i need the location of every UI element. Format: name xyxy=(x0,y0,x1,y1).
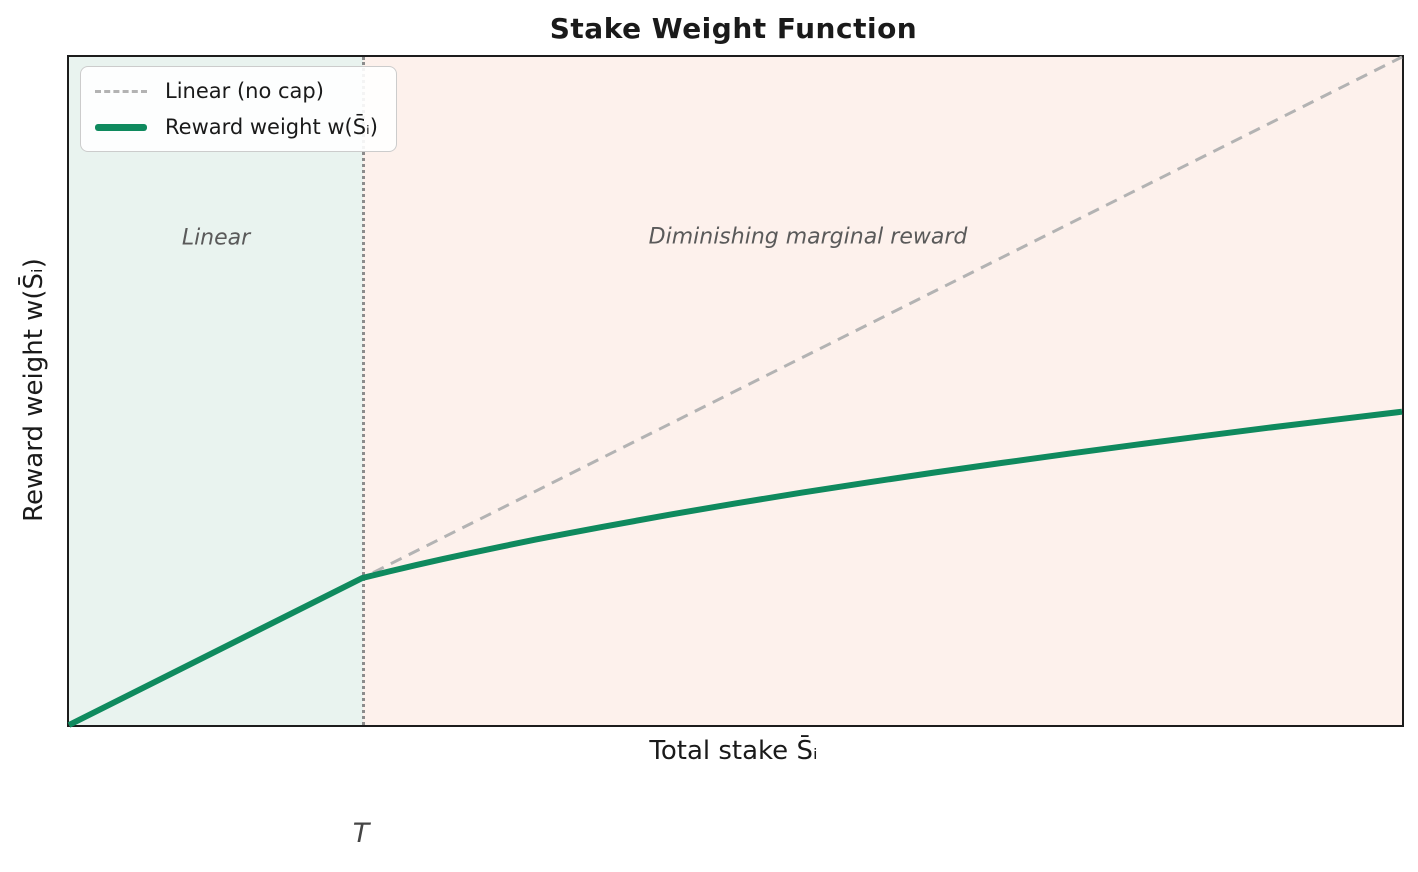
legend: Linear (no cap) Reward weight w(S̄ᵢ) xyxy=(80,66,398,152)
legend-item-linear: Linear (no cap) xyxy=(95,79,378,103)
plot-area: Linear Diminishing marginal reward Linea… xyxy=(67,55,1404,728)
x-axis-label: Total stake S̄ᵢ xyxy=(649,736,818,766)
linear-region-label: Linear xyxy=(181,225,251,251)
y-axis-label: Reward weight w(S̄ᵢ) xyxy=(19,258,49,522)
legend-item-reward-weight: Reward weight w(S̄ᵢ) xyxy=(95,115,378,139)
diminishing-region-label: Diminishing marginal reward xyxy=(648,224,968,250)
legend-label-reward-weight: Reward weight w(S̄ᵢ) xyxy=(165,115,379,139)
solid-line-sample-icon xyxy=(95,123,147,131)
linear-region-fill xyxy=(69,57,363,725)
chart-canvas xyxy=(67,55,1403,728)
threshold-tick-label: T xyxy=(352,818,370,849)
diminishing-region-fill xyxy=(363,57,1402,725)
reward-weight-curve xyxy=(67,408,1403,728)
dashed-line-sample-icon xyxy=(95,89,147,93)
chart-title: Stake Weight Function xyxy=(549,12,918,45)
threshold-dotted-line xyxy=(362,57,365,725)
legend-label-linear: Linear (no cap) xyxy=(165,79,324,103)
